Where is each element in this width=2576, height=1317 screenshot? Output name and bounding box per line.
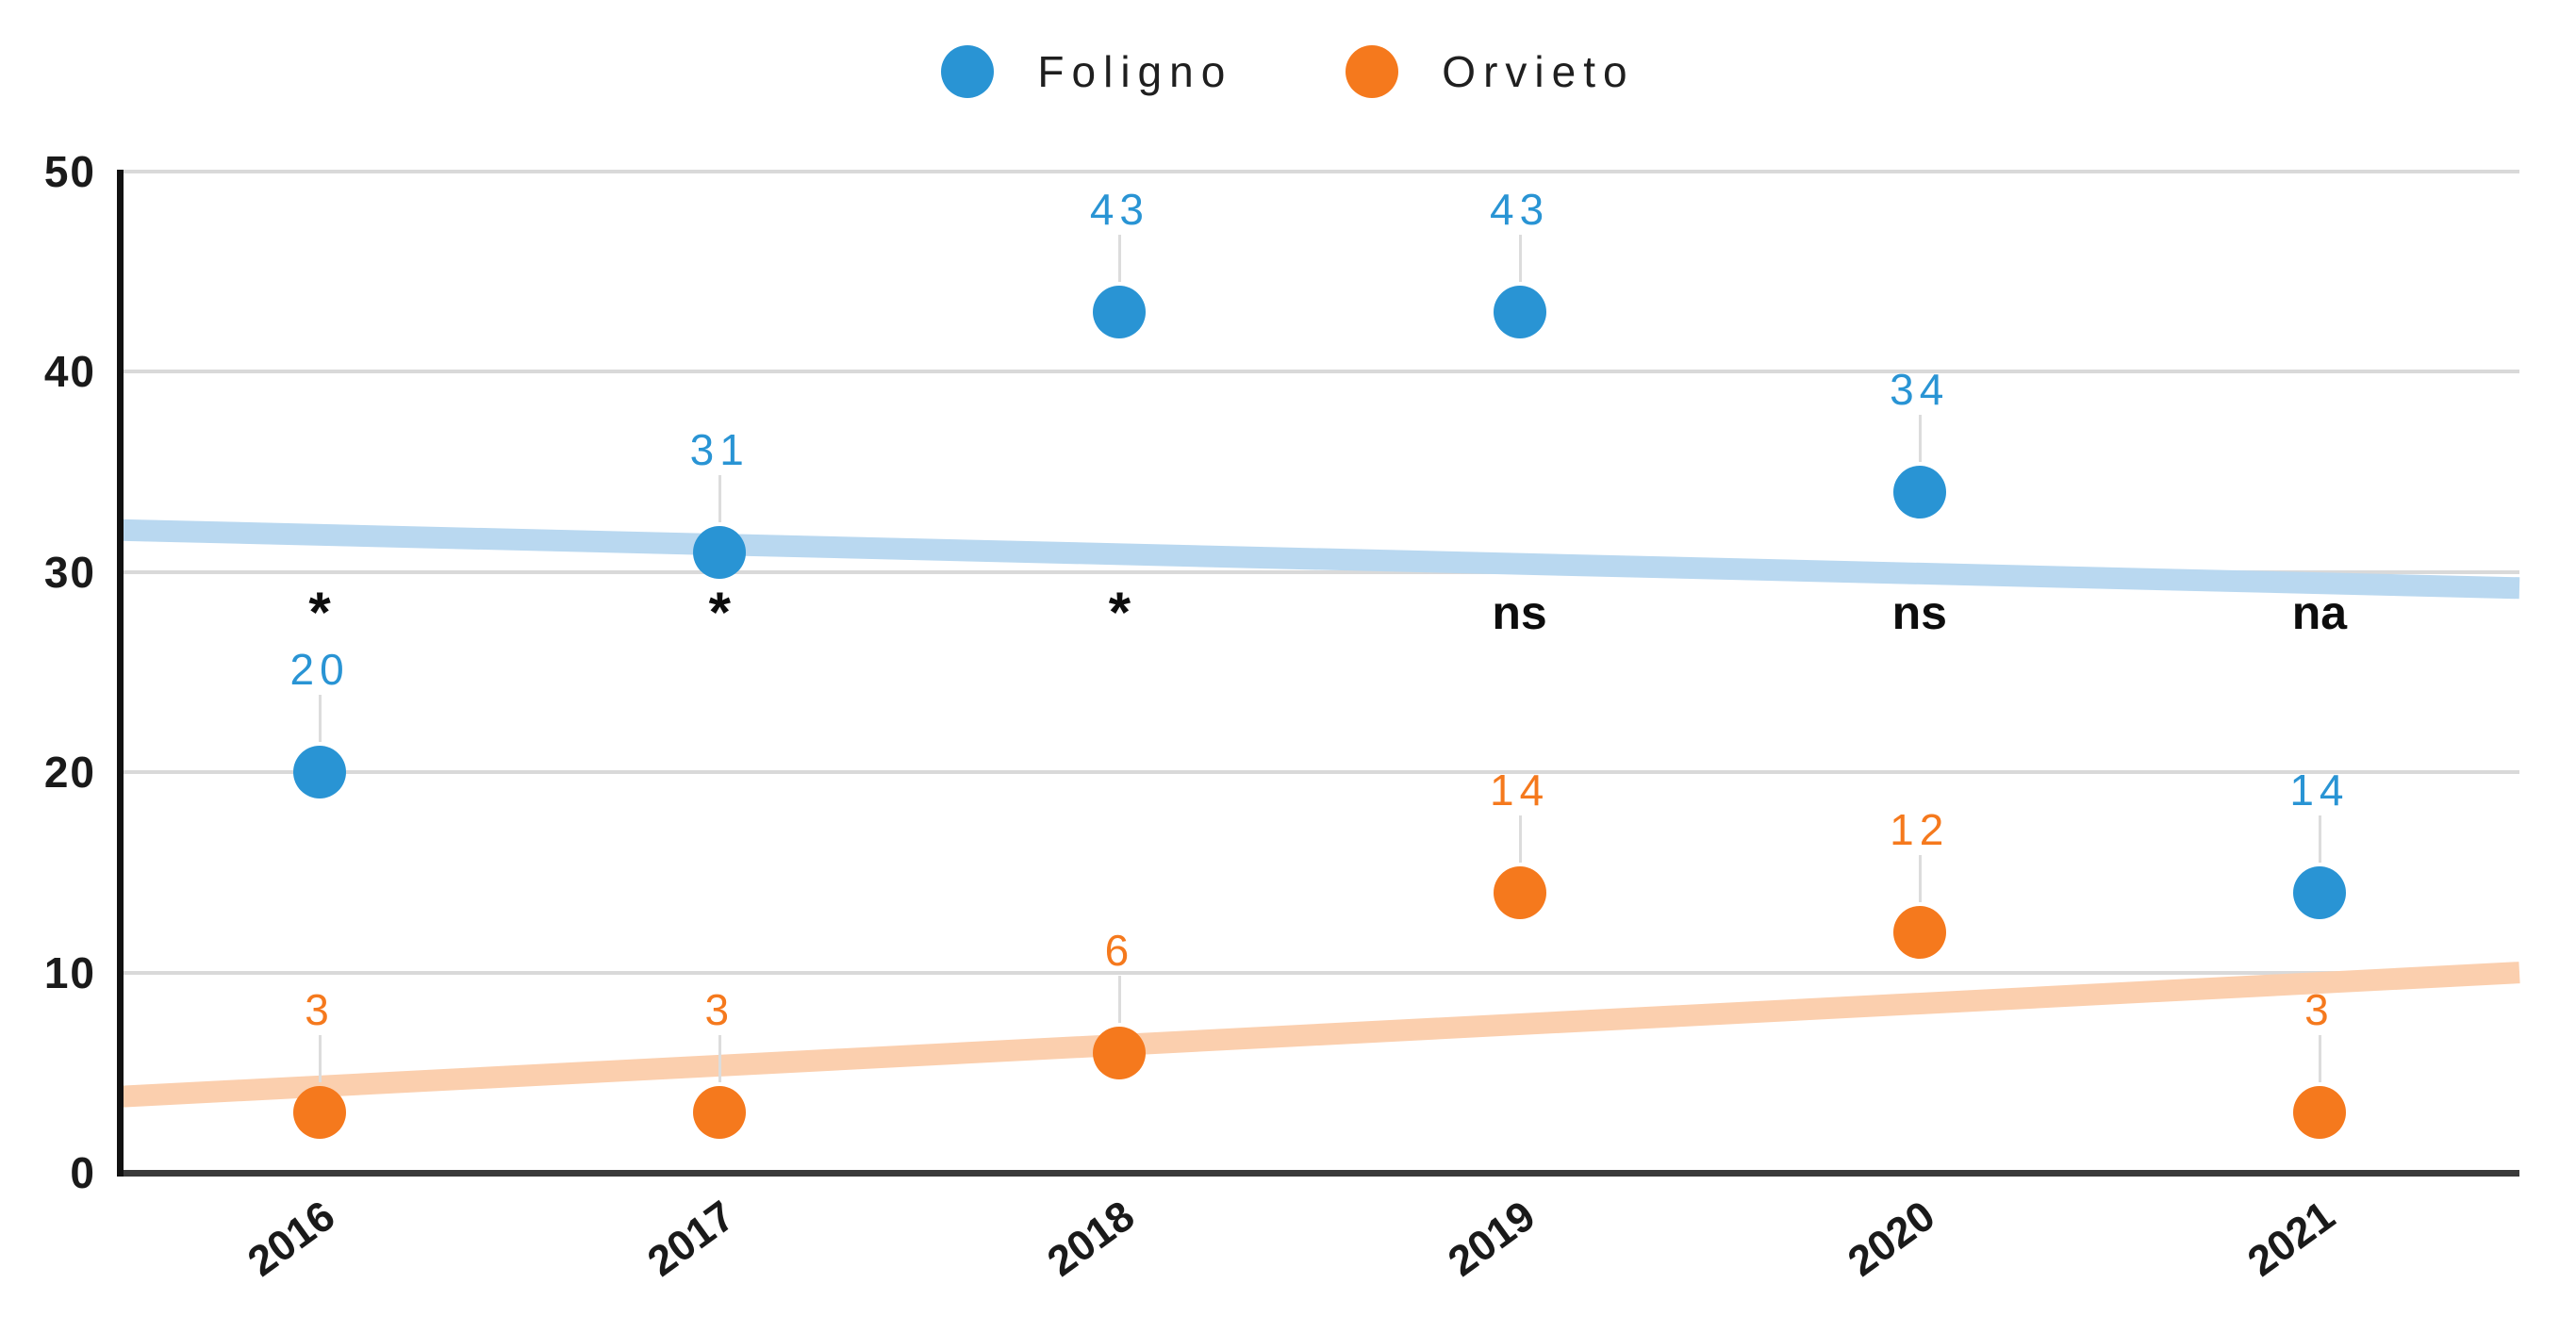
foligno-point-2020: [1892, 465, 1946, 519]
orvieto-trendline: [119, 962, 2520, 1108]
orvieto-label-leader: [1518, 815, 1522, 863]
foligno-value-label: 43: [1089, 184, 1149, 234]
legend-label-foligno: Foligno: [1037, 47, 1233, 96]
y-axis-tick-label: 30: [43, 547, 96, 597]
gridline-y-20: [120, 770, 2519, 775]
foligno-value-label: 34: [1890, 364, 1950, 414]
foligno-value-label: 14: [2289, 765, 2350, 815]
orvieto-label-leader: [319, 1035, 322, 1083]
foligno-label-leader: [1118, 234, 1122, 282]
orvieto-point-2021: [2292, 1086, 2346, 1140]
orvieto-value-label: 6: [1104, 925, 1135, 975]
legend-label-orvieto: Orvieto: [1442, 47, 1635, 96]
foligno-label-leader: [319, 695, 322, 743]
legend-item-orvieto: Orvieto: [1346, 45, 1634, 98]
foligno-label-leader: [718, 474, 722, 522]
orvieto-point-2019: [1493, 865, 1546, 919]
foligno-point-2017: [693, 525, 747, 579]
gridline-y-50: [120, 170, 2519, 173]
orvieto-label-leader: [718, 1035, 722, 1083]
orvieto-value-label: 14: [1489, 765, 1550, 815]
y-axis-line: [117, 170, 124, 1177]
legend-marker-foligno-icon: [941, 45, 995, 98]
significance-label-2017: *: [708, 581, 731, 644]
foligno-label-leader: [1518, 234, 1522, 282]
y-axis-tick-label: 0: [70, 1148, 96, 1197]
foligno-point-2018: [1093, 285, 1147, 338]
orvieto-value-label: 3: [704, 985, 735, 1035]
y-axis-tick-label: 10: [43, 947, 96, 997]
orvieto-point-2018: [1093, 1026, 1147, 1079]
y-axis-tick-label: 20: [43, 748, 96, 798]
orvieto-value-label: 12: [1890, 805, 1950, 855]
foligno-point-2021: [2292, 865, 2346, 919]
foligno-value-label: 31: [689, 424, 750, 474]
foligno-point-2016: [293, 746, 347, 799]
y-axis-tick-label: 40: [43, 347, 96, 397]
y-axis-tick-label: 50: [43, 147, 96, 196]
orvieto-point-2017: [693, 1086, 747, 1140]
legend-marker-orvieto-icon: [1346, 45, 1399, 98]
foligno-point-2019: [1493, 285, 1546, 338]
legend-item-foligno: Foligno: [941, 45, 1232, 98]
orvieto-point-2020: [1892, 906, 1946, 960]
x-axis-line: [117, 1170, 2519, 1177]
gridline-y-10: [120, 970, 2519, 975]
significance-label-2020: ns: [1891, 586, 1947, 639]
significance-label-2019: ns: [1492, 586, 1547, 639]
orvieto-label-leader: [1118, 975, 1122, 1023]
gridline-y-40: [120, 370, 2519, 374]
foligno-value-label: 43: [1489, 184, 1550, 234]
orvieto-value-label: 3: [2304, 985, 2335, 1035]
orvieto-value-label: 3: [305, 985, 335, 1035]
orvieto-label-leader: [1918, 855, 1922, 903]
orvieto-label-leader: [2318, 1035, 2321, 1083]
legend: Foligno Orvieto: [0, 45, 2576, 98]
foligno-value-label: 20: [289, 645, 350, 695]
foligno-label-leader: [1918, 414, 1922, 462]
significance-label-2016: *: [308, 581, 331, 644]
orvieto-point-2016: [293, 1086, 347, 1140]
foligno-label-leader: [2318, 815, 2321, 863]
foligno-trendline: [119, 519, 2520, 600]
significance-label-2021: na: [2291, 586, 2348, 639]
significance-label-2018: *: [1108, 581, 1131, 644]
gridline-y-30: [120, 569, 2519, 574]
